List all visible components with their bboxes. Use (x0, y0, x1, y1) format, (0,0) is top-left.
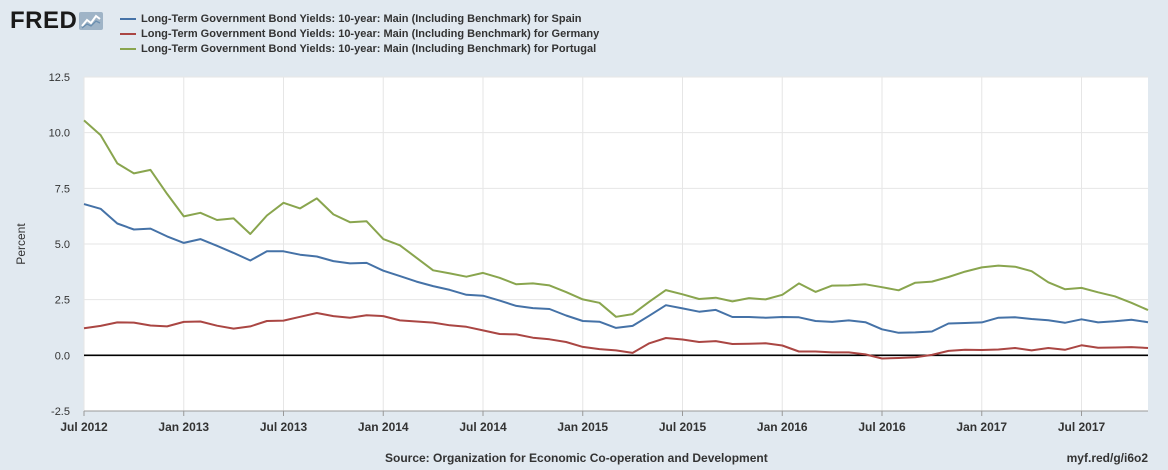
x-tick-label: Jul 2013 (260, 420, 308, 434)
x-tick-label: Jul 2015 (659, 420, 707, 434)
short-url[interactable]: myf.red/g/i6o2 (1066, 451, 1148, 465)
source-note: Source: Organization for Economic Co-ope… (385, 451, 768, 465)
legend-item: Long-Term Government Bond Yields: 10-yea… (120, 41, 599, 56)
series-line-2 (83, 312, 1149, 360)
legend-item: Long-Term Government Bond Yields: 10-yea… (120, 26, 599, 41)
legend-swatch (120, 32, 136, 35)
y-tick-label: 5.0 (55, 239, 70, 251)
legend-swatch (120, 17, 136, 20)
legend-item: Long-Term Government Bond Yields: 10-yea… (120, 11, 599, 26)
y-tick-label: -2.5 (51, 406, 70, 418)
chart-line-icon (79, 12, 104, 30)
legend-label: Long-Term Government Bond Yields: 10-yea… (141, 12, 582, 25)
y-axis-label: Percent (14, 223, 28, 265)
x-tick-label: Jan 2013 (158, 420, 209, 434)
legend-label: Long-Term Government Bond Yields: 10-yea… (141, 27, 600, 40)
series-line-3 (83, 119, 1149, 318)
y-tick-label: 7.5 (55, 183, 70, 195)
x-tick-label: Jul 2014 (459, 420, 507, 434)
legend-swatch (120, 47, 136, 50)
x-tick-label: Jul 2016 (858, 420, 906, 434)
x-tick-label: Jan 2017 (956, 420, 1007, 434)
y-tick-label: 0.0 (55, 350, 70, 362)
chart-legend: Long-Term Government Bond Yields: 10-yea… (120, 11, 599, 56)
y-tick-label: 12.5 (49, 72, 70, 84)
x-tick-label: Jan 2014 (358, 420, 409, 434)
x-tick-label: Jan 2016 (757, 420, 808, 434)
x-tick-label: Jan 2015 (557, 420, 608, 434)
fred-logo: FRED (10, 7, 104, 35)
x-tick-label: Jul 2017 (1058, 420, 1106, 434)
legend-label: Long-Term Government Bond Yields: 10-yea… (141, 42, 597, 55)
x-tick-label: Jul 2012 (60, 420, 108, 434)
logo-text: FRED (10, 7, 78, 34)
y-tick-label: 10.0 (49, 128, 70, 140)
y-tick-label: 2.5 (55, 295, 70, 307)
series-line-1 (83, 203, 1149, 334)
